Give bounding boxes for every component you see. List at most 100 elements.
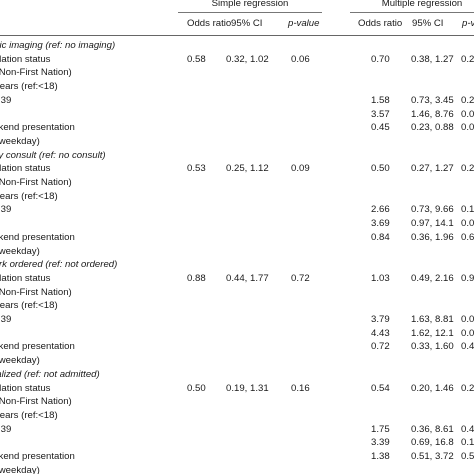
multiple-group-rule: [350, 12, 474, 13]
row-label: ge, years (ref:<18): [0, 190, 58, 202]
cell-ci-simple: 0.19, 1.31: [226, 382, 269, 394]
cell-odds-ratio-multiple: 2.66: [371, 204, 390, 216]
row-label: 8 to 39: [0, 314, 12, 325]
cell-p-value-multiple: 0.0: [461, 122, 474, 134]
cell-p-value-multiple: 0.2: [461, 382, 474, 394]
cell-odds-ratio-multiple: 0.84: [371, 231, 390, 243]
cell-p-value-multiple: 0.0: [461, 108, 474, 120]
cell-p-value-multiple: 0.5: [461, 451, 474, 462]
col-header-p-value-2: p-value: [462, 18, 474, 29]
row-label: ge, years (ref:<18): [0, 409, 58, 421]
row-label: irst Nation status: [0, 382, 51, 394]
simple-regression-header: Simple regression: [211, 0, 289, 9]
cell-odds-ratio-simple: 0.88: [187, 272, 206, 284]
header-bottom-rule: [0, 35, 474, 36]
multiple-regression-header: Multiple regression: [381, 0, 463, 9]
cell-p-value-simple: 0.09: [291, 163, 310, 175]
row-label: (ref: Non-First Nation): [0, 177, 72, 188]
row-label: (ref: weekday): [0, 464, 40, 474]
cell-p-value-simple: 0.06: [291, 53, 310, 65]
row-label: irst Nation status: [0, 272, 51, 284]
cell-p-value-multiple: 0.9: [461, 272, 474, 284]
cell-odds-ratio-multiple: 3.39: [371, 437, 390, 449]
cell-odds-ratio-multiple: 3.57: [371, 108, 390, 120]
col-header-ci-2: 95% CI: [412, 18, 444, 29]
cell-odds-ratio-multiple: 1.58: [371, 94, 390, 106]
cell-p-value-multiple: 0.6: [461, 231, 474, 243]
cell-ci-multiple: 0.20, 1.46: [411, 382, 454, 394]
cell-ci-multiple: 0.49, 2.16: [411, 272, 454, 284]
cell-ci-multiple: 0.23, 0.88: [411, 122, 454, 134]
cell-odds-ratio-simple: 0.50: [187, 382, 206, 394]
row-label: (ref: weekday): [0, 135, 40, 147]
cell-odds-ratio-multiple: 0.54: [371, 382, 390, 394]
col-header-p-value-1: p-value: [288, 18, 320, 29]
cell-odds-ratio-multiple: 0.72: [371, 341, 390, 353]
cell-odds-ratio-multiple: 4.43: [371, 327, 390, 339]
col-header-odds-ratio-1: Odds ratio: [187, 18, 232, 29]
cell-p-value-multiple: 0.1: [461, 437, 474, 449]
cell-p-value-multiple: 0.2: [461, 94, 474, 106]
cell-ci-multiple: 1.46, 8.76: [411, 108, 454, 120]
row-label: (ref: weekday): [0, 245, 40, 257]
cell-ci-multiple: 0.36, 8.61: [411, 423, 454, 435]
cell-p-value-multiple: 0.2: [461, 163, 474, 175]
row-label: ge, years (ref:<18): [0, 300, 58, 312]
row-label: 8 to 39: [0, 94, 12, 106]
row-label: Weekend presentation: [0, 231, 75, 243]
cell-p-value-multiple: 0.2: [461, 53, 474, 65]
cell-ci-multiple: 0.73, 3.45: [411, 94, 454, 106]
cell-ci-multiple: 0.38, 1.27: [411, 53, 454, 65]
col-header-odds-ratio-2: Odds ratio: [358, 18, 403, 29]
cell-p-value-multiple: 0.0: [461, 327, 474, 339]
row-label: (ref: Non-First Nation): [0, 67, 72, 79]
row-label: irst Nation status: [0, 163, 51, 175]
section-heading: gnostic imaging (ref: no imaging): [0, 40, 116, 51]
cell-ci-multiple: 0.51, 3.72: [411, 451, 454, 462]
cell-p-value-multiple: 0.4: [461, 423, 474, 435]
row-label: 8 to 39: [0, 204, 12, 216]
section-heading: odwork ordered (ref: not ordered): [0, 259, 118, 271]
simple-group-rule: [178, 12, 322, 13]
cell-p-value-multiple: 0.0: [461, 314, 474, 325]
cell-ci-multiple: 1.62, 12.1: [411, 327, 454, 339]
cell-ci-multiple: 0.36, 1.96: [411, 231, 454, 243]
row-label: Weekend presentation: [0, 122, 75, 134]
cell-odds-ratio-multiple: 0.45: [371, 122, 390, 134]
cell-p-value-multiple: 0.0: [461, 218, 474, 230]
row-label: (ref: Non-First Nation): [0, 396, 72, 408]
cell-odds-ratio-multiple: 3.79: [371, 314, 390, 325]
row-label: ge, years (ref:<18): [0, 81, 58, 93]
row-label: Weekend presentation: [0, 451, 75, 462]
cell-p-value-multiple: 0.4: [461, 341, 474, 353]
row-label: (ref: Non-First Nation): [0, 286, 72, 298]
cell-ci-multiple: 0.27, 1.27: [411, 163, 454, 175]
cell-odds-ratio-simple: 0.53: [187, 163, 206, 175]
cell-ci-multiple: 1.63, 8.81: [411, 314, 454, 325]
section-heading: ecialty consult (ref: no consult): [0, 149, 106, 161]
cell-odds-ratio-simple: 0.58: [187, 53, 206, 65]
section-heading: ospitalized (ref: not admitted): [0, 368, 100, 380]
row-label: 8 to 39: [0, 423, 12, 435]
cell-ci-multiple: 0.73, 9.66: [411, 204, 454, 216]
cell-p-value-simple: 0.16: [291, 382, 310, 394]
row-label: irst Nation status: [0, 53, 51, 65]
cell-odds-ratio-multiple: 1.38: [371, 451, 390, 462]
cell-ci-simple: 0.44, 1.77: [226, 272, 269, 284]
cell-odds-ratio-multiple: 3.69: [371, 218, 390, 230]
cell-p-value-multiple: 0.1: [461, 204, 474, 216]
cell-odds-ratio-multiple: 1.75: [371, 423, 390, 435]
cell-ci-simple: 0.32, 1.02: [226, 53, 269, 65]
cell-odds-ratio-multiple: 0.50: [371, 163, 390, 175]
cell-ci-simple: 0.25, 1.12: [226, 163, 269, 175]
cell-ci-multiple: 0.69, 16.8: [411, 437, 454, 449]
row-label: Weekend presentation: [0, 341, 75, 353]
cell-p-value-simple: 0.72: [291, 272, 310, 284]
cell-ci-multiple: 0.97, 14.1: [411, 218, 454, 230]
row-label: (ref: weekday): [0, 355, 40, 367]
cell-odds-ratio-multiple: 0.70: [371, 53, 390, 65]
cell-odds-ratio-multiple: 1.03: [371, 272, 390, 284]
cell-ci-multiple: 0.33, 1.60: [411, 341, 454, 353]
col-header-ci-1: 95% CI: [231, 18, 263, 29]
